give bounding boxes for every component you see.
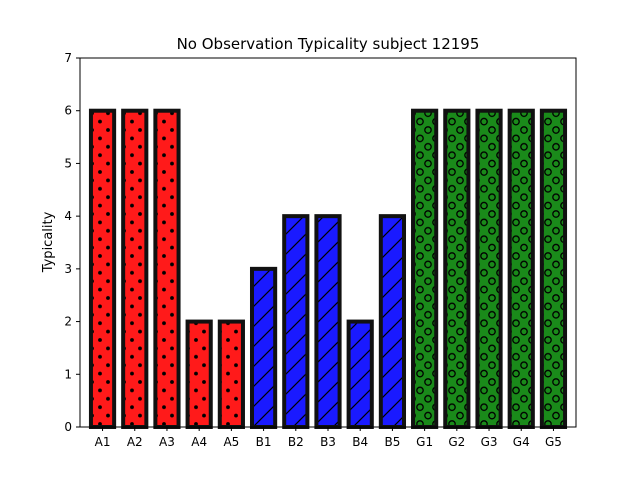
- bar-b4: [346, 319, 374, 430]
- chart-title: No Observation Typicality subject 12195: [177, 35, 480, 53]
- bar-a3: [153, 108, 181, 429]
- bar-hatch-a3: [153, 108, 181, 429]
- bar-hatch-g2: [443, 108, 471, 429]
- x-ticks-group: A1 A2 A3 A4 A5 B1 B2 B3 B4 B5 G1 G2 G3 G4 G5: [95, 427, 562, 449]
- bar-a4: [185, 319, 213, 430]
- y-tick-label: 2: [64, 315, 72, 329]
- bar-hatch-b5: [378, 214, 407, 429]
- bar-hatch-b2: [282, 214, 310, 429]
- y-tick-label: 7: [64, 51, 72, 65]
- y-ticks-group: 0 1 2 3 4 5 6 7: [64, 51, 80, 434]
- y-tick-label: 3: [64, 262, 72, 276]
- bar-hatch-b1: [249, 266, 278, 429]
- x-tick-label: B4: [352, 435, 368, 449]
- x-tick-label: B2: [288, 435, 304, 449]
- bar-hatch-a5: [217, 319, 245, 430]
- x-tick-label: G1: [416, 435, 433, 449]
- x-tick-label: G2: [448, 435, 465, 449]
- bar-hatch-a2: [121, 108, 149, 429]
- bar-b3: [314, 214, 342, 429]
- bar-hatch-b3: [314, 214, 342, 429]
- bar-g3: [475, 108, 503, 429]
- bar-hatch-g1: [411, 108, 439, 429]
- bar-hatch-g5: [539, 108, 568, 429]
- bar-b5: [378, 214, 407, 429]
- bar-hatch-b4: [346, 319, 374, 430]
- bar-b1: [249, 266, 278, 429]
- bars-group: [88, 108, 568, 430]
- x-tick-label: G3: [481, 435, 498, 449]
- y-tick-label: 1: [64, 367, 72, 381]
- x-tick-label: A2: [127, 435, 143, 449]
- bar-a2: [121, 108, 149, 429]
- bar-g2: [443, 108, 471, 429]
- bar-hatch-a4: [185, 319, 213, 430]
- y-axis-label: Typicality: [41, 211, 56, 273]
- x-tick-label: B3: [320, 435, 336, 449]
- x-tick-label: B5: [384, 435, 400, 449]
- bar-a5: [217, 319, 245, 430]
- x-tick-label: G5: [545, 435, 562, 449]
- x-tick-label: A1: [95, 435, 111, 449]
- bar-hatch-a1: [88, 108, 117, 429]
- bar-hatch-g4: [507, 108, 535, 429]
- bar-g5: [539, 108, 568, 429]
- x-tick-label: A4: [191, 435, 207, 449]
- plot-frame: [79, 57, 577, 428]
- x-tick-label: G4: [513, 435, 530, 449]
- y-tick-label: 0: [64, 420, 72, 434]
- y-tick-label: 5: [64, 156, 72, 170]
- bar-g4: [507, 108, 535, 429]
- x-tick-label: A5: [223, 435, 239, 449]
- x-tick-label: A3: [159, 435, 175, 449]
- x-tick-label: B1: [256, 435, 272, 449]
- bar-a1: [88, 108, 117, 429]
- bar-hatch-g3: [475, 108, 503, 429]
- y-tick-label: 6: [64, 104, 72, 118]
- bar-g1: [411, 108, 439, 429]
- y-tick-label: 4: [64, 209, 72, 223]
- bar-b2: [282, 214, 310, 429]
